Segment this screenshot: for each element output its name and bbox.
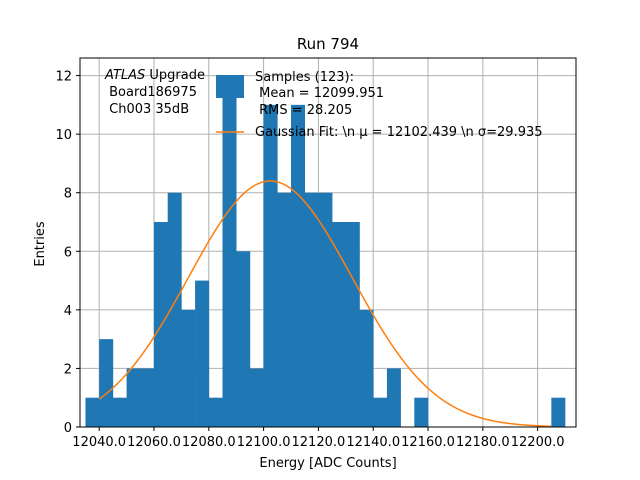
histogram-bar [222, 75, 237, 428]
histogram-bar [263, 104, 278, 427]
x-tick-label: 12120.0 [292, 435, 346, 450]
histogram-bar [373, 397, 388, 427]
y-tick-label: 6 [64, 245, 72, 260]
histogram-bar [249, 368, 264, 427]
histogram-bar [291, 104, 306, 427]
annotation-line-1: ATLAS Upgrade [104, 68, 205, 83]
histogram-bar [345, 222, 360, 427]
histogram-bars [85, 75, 566, 428]
legend-samples-line-2: Mean = 12099.951 [255, 86, 384, 101]
x-tick-label: 12080.0 [182, 435, 236, 450]
histogram-bar [99, 339, 114, 427]
legend: Samples (123): Mean = 12099.951 RMS = 28… [216, 70, 543, 140]
histogram-bar [126, 368, 141, 427]
x-tick-label: 12200.0 [511, 435, 565, 450]
histogram-bar [112, 397, 127, 427]
histogram-bar [386, 368, 401, 427]
histogram-bar [414, 397, 429, 427]
histogram-bar [304, 192, 319, 427]
gaussian-fit [98, 180, 552, 428]
legend-fit-label: Gaussian Fit: \n μ = 12102.439 \n σ=29.9… [255, 125, 543, 140]
histogram-bar [551, 397, 566, 427]
legend-samples-line-3: RMS = 28.205 [255, 103, 352, 118]
x-tick-label: 12060.0 [127, 435, 181, 450]
histogram-bar [208, 397, 223, 427]
y-tick-label: 8 [64, 187, 72, 202]
y-tick-label: 4 [64, 304, 72, 319]
histogram-bar [85, 397, 100, 427]
histogram-bar [195, 280, 210, 427]
x-tick-label: 12160.0 [401, 435, 455, 450]
histogram-bar [236, 251, 251, 427]
y-tick-label: 12 [55, 70, 72, 85]
histogram-bar [332, 222, 347, 427]
x-axis-label: Energy [ADC Counts] [259, 456, 396, 471]
x-tick-label: 12180.0 [456, 435, 510, 450]
y-axis-label: Entries [33, 221, 48, 267]
x-tick-label: 12040.0 [72, 435, 126, 450]
histogram-bar [140, 368, 155, 427]
annotation-line-3: Ch003 35dB [105, 102, 189, 117]
y-tick-label: 10 [55, 128, 72, 143]
x-axis-ticks: 12040.0 12060.0 12080.0 12100.0 12120.0 12140… [72, 427, 565, 450]
y-tick-label: 2 [64, 362, 72, 377]
annotation-italic: ATLAS [104, 68, 145, 83]
chart-title: Run 794 [297, 35, 359, 53]
legend-bar-swatch [216, 75, 244, 98]
atlas-annotation: ATLAS Upgrade Board186975 Ch003 35dB [104, 68, 205, 117]
x-tick-label: 12140.0 [346, 435, 400, 450]
histogram-bar [167, 192, 182, 427]
histogram-bar [277, 192, 292, 427]
histogram-bar [318, 192, 333, 427]
plot-frame [79, 57, 577, 428]
fit-curve [98, 180, 552, 428]
histogram-bar [359, 309, 374, 427]
y-axis-ticks: 0 2 4 6 8 10 12 [55, 70, 80, 436]
annotation-line-2: Board186975 [105, 85, 197, 100]
annotation-first-rest: Upgrade [145, 68, 205, 83]
histogram-bar [181, 309, 196, 427]
legend-samples-line-1: Samples (123): [255, 70, 354, 85]
y-tick-label: 0 [64, 421, 72, 436]
x-tick-label: 12100.0 [237, 435, 291, 450]
